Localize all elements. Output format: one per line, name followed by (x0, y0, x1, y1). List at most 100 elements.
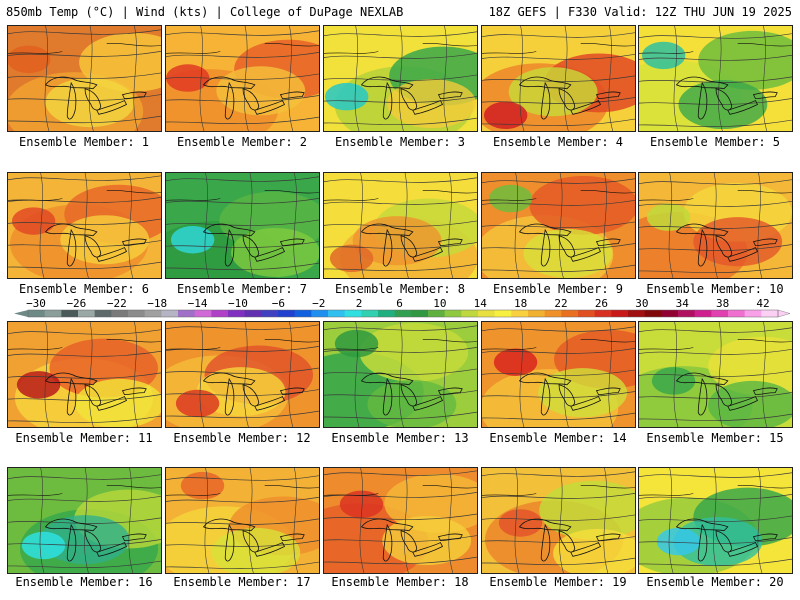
temp-core (656, 527, 701, 556)
temp-region (508, 67, 598, 117)
height-contour (166, 540, 319, 547)
colorbar-swatch (544, 310, 562, 317)
height-contour (608, 26, 614, 131)
height-contour (8, 350, 161, 357)
height-contour (639, 76, 792, 83)
colorbar-swatch (411, 310, 429, 317)
height-contour (8, 560, 161, 569)
ensemble-member-label: Ensemble Member: 19 (489, 575, 627, 589)
height-contour (244, 26, 249, 131)
colorbar-swatch (528, 310, 546, 317)
height-contour (324, 263, 477, 272)
ensemble-map-panel (7, 467, 162, 574)
colorbar-tick-label: 6 (396, 297, 403, 310)
height-contour (324, 346, 477, 353)
height-contour (8, 240, 161, 247)
height-contour (128, 173, 134, 278)
temp-region (40, 515, 130, 565)
colorbar-swatch (44, 310, 62, 317)
height-contour (199, 26, 205, 131)
height-contour (293, 173, 299, 278)
height-contour (608, 322, 614, 427)
height-contour (639, 348, 792, 355)
temp-core (166, 64, 210, 92)
colorbar-swatch (311, 310, 329, 317)
height-contour (762, 26, 768, 131)
temp-region (384, 473, 477, 533)
colorbar-swatch (278, 310, 296, 317)
great-lakes-outline (360, 76, 463, 120)
height-contour (8, 94, 161, 101)
colorbar-tick-label: 10 (433, 297, 446, 310)
ensemble-member-label: Ensemble Member: 3 (334, 135, 466, 149)
height-contour (668, 468, 674, 573)
coastline (324, 189, 477, 201)
height-contour (482, 492, 635, 499)
height-contour (399, 322, 404, 427)
height-contour (8, 394, 161, 401)
height-contour (166, 51, 319, 58)
great-lakes-outline (360, 518, 463, 562)
height-contour (718, 26, 723, 131)
colorbar-min-arrow (14, 310, 28, 317)
temp-core (646, 203, 691, 231)
colorbar-swatch (328, 310, 346, 317)
height-contour (8, 495, 161, 502)
height-contour (482, 557, 635, 566)
ensemble-member-label: Ensemble Member: 15 (646, 431, 784, 445)
height-contour (166, 518, 319, 525)
height-contour (204, 173, 210, 278)
height-contour (639, 179, 792, 185)
height-contour (482, 118, 635, 127)
ensemble-map-panel (323, 25, 478, 132)
height-contour (559, 468, 564, 573)
height-contour (482, 264, 635, 273)
colorbar-swatch (178, 310, 196, 317)
height-contour (324, 491, 477, 498)
colorbar-swatch (261, 310, 279, 317)
ensemble-member-label: Ensemble Member: 8 (334, 282, 466, 296)
height-contour (639, 33, 792, 39)
height-contour (482, 53, 635, 60)
temp-core (488, 184, 533, 213)
height-contour (324, 390, 477, 397)
height-contour (354, 322, 360, 427)
height-contour (128, 468, 134, 573)
colorbar-swatch (228, 310, 246, 317)
great-lakes-outline (675, 372, 778, 416)
temp-region (79, 32, 161, 92)
ensemble-member-label: Ensemble Member: 20 (646, 575, 784, 589)
colorbar-swatch (461, 310, 479, 317)
coastline (166, 42, 319, 54)
height-contour (514, 468, 520, 573)
height-contour (324, 74, 477, 81)
ensemble-map-panel (7, 25, 162, 132)
height-contour (673, 322, 679, 427)
height-contour (482, 412, 635, 421)
height-contour (8, 29, 161, 35)
height-contour (482, 75, 635, 82)
colorbar-swatch (94, 310, 112, 317)
temp-core (11, 207, 56, 235)
colorbar-swatch (628, 310, 646, 317)
height-contour (166, 116, 319, 125)
height-contour (166, 95, 319, 102)
temp-region (387, 78, 477, 129)
colorbar-tick-label: −6 (272, 297, 285, 310)
height-contour (564, 322, 569, 427)
temp-core (16, 371, 61, 399)
height-contour (639, 392, 792, 399)
height-contour (639, 98, 792, 105)
coastline (639, 338, 792, 350)
colorbar-tick-label: 18 (514, 297, 527, 310)
colorbar-swatch (361, 310, 379, 317)
temp-core (339, 490, 384, 519)
height-contour (133, 26, 139, 131)
colorbar-swatch (128, 310, 146, 317)
ensemble-map-panel (638, 467, 793, 574)
ensemble-member-label: Ensemble Member: 1 (18, 135, 150, 149)
coastline (324, 42, 477, 54)
height-contour (603, 173, 609, 278)
height-contour (448, 468, 454, 573)
height-contour (482, 243, 635, 250)
